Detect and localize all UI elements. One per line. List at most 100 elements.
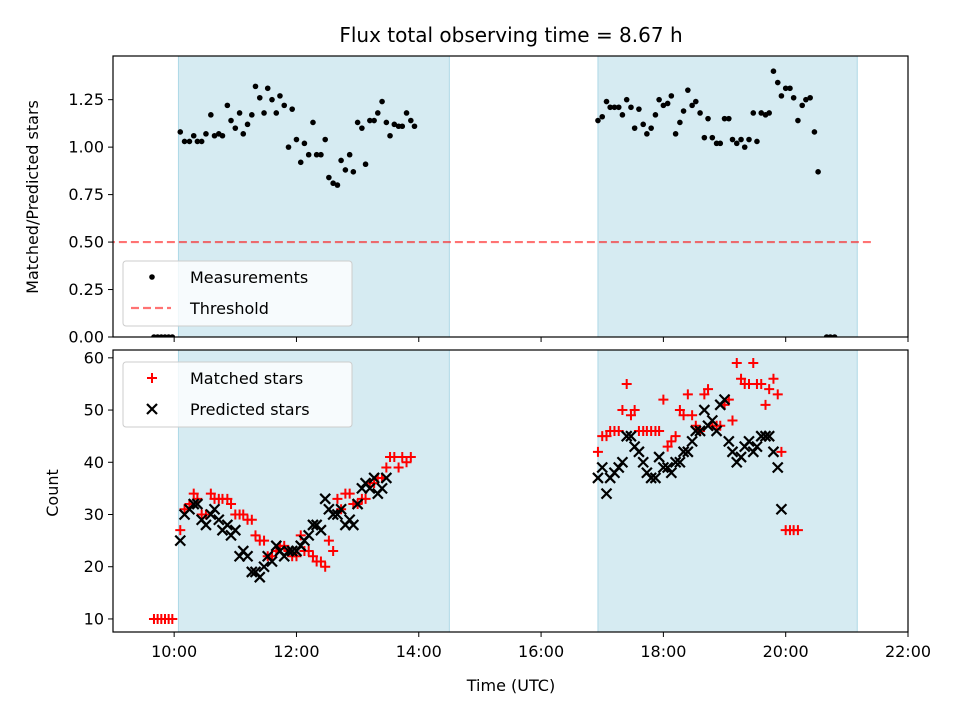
measurement-point	[697, 110, 703, 116]
matched-star-point	[731, 358, 742, 369]
predicted-star-point	[368, 472, 380, 484]
measurement-point	[374, 110, 381, 116]
measurement-point	[177, 129, 184, 135]
measurement-point	[208, 112, 214, 118]
measurement-point	[631, 125, 638, 131]
matched-star-point	[259, 535, 270, 546]
measurement-point	[190, 132, 197, 139]
matched-star-point	[666, 436, 677, 447]
predicted-star-point	[625, 430, 637, 442]
matched-star-point	[601, 431, 612, 442]
x-axis-label: Time (UTC)	[466, 676, 555, 695]
predicted-star-point	[600, 487, 613, 500]
measurement-point	[750, 110, 757, 116]
matched-star-point	[238, 509, 249, 520]
measurement-point	[623, 96, 630, 103]
y-tick-label: 60	[84, 348, 104, 367]
predicted-star-point	[347, 519, 360, 531]
predicted-star-point	[775, 503, 788, 516]
matched-star-point	[401, 457, 412, 468]
predicted-star-point	[637, 456, 649, 469]
matched-star-point	[670, 431, 681, 442]
measurement-point	[595, 117, 601, 124]
measurement-point	[607, 104, 613, 111]
predicted-star-point	[669, 456, 682, 469]
x-tick-label: 20:00	[763, 642, 809, 661]
predicted-star-point	[307, 519, 319, 531]
matched-star-point	[315, 556, 326, 567]
measurement-point	[648, 125, 654, 131]
predicted-star-point	[763, 430, 775, 442]
x-tick-label: 10:00	[151, 642, 197, 661]
matched-star-point	[222, 493, 233, 504]
predicted-star-point	[174, 534, 187, 547]
predicted-star-point	[767, 446, 780, 458]
measurement-point	[181, 138, 188, 145]
predicted-star-point	[649, 472, 662, 484]
measurement-point	[387, 132, 393, 139]
predicted-star-point	[665, 466, 678, 479]
measurement-point	[636, 106, 642, 112]
measurement-point	[640, 121, 647, 128]
measurement-point	[652, 112, 659, 118]
y-tick-label: 30	[84, 505, 104, 524]
predicted-star-point	[677, 446, 690, 458]
measurement-point	[689, 102, 695, 109]
chart-title: Flux total observing time = 8.67 h	[339, 23, 682, 47]
matched-star-point	[188, 488, 199, 499]
measurement-point	[354, 119, 361, 126]
measurement-point	[318, 151, 324, 158]
matched-star-point	[756, 378, 767, 389]
matched-star-point	[205, 488, 216, 499]
predicted-star-point	[690, 425, 702, 437]
measurement-point	[411, 123, 418, 130]
predicted-star-point	[302, 529, 315, 542]
measurement-point	[252, 83, 259, 90]
matched-star-point	[344, 488, 355, 499]
matched-star-point	[662, 441, 673, 452]
lower-y-axis-label: Count	[43, 469, 62, 517]
legend-entry-label: Matched stars	[190, 369, 303, 388]
predicted-star-point	[674, 456, 686, 469]
measurement-point	[770, 68, 777, 74]
measurement-point	[738, 136, 744, 143]
upper-y-axis-label: Matched/Predicted stars	[23, 100, 42, 294]
measurement-point	[310, 119, 316, 126]
measurement-point	[211, 132, 218, 139]
measurement-point	[228, 117, 234, 124]
predicted-star-point	[698, 404, 711, 416]
y-tick-label: 40	[84, 453, 104, 472]
measurement-point	[733, 140, 740, 147]
legend-1: Matched stars Predicted stars	[122, 361, 353, 428]
predicted-star-point	[706, 414, 719, 427]
predicted-star-point	[241, 550, 254, 563]
measurement-point	[399, 123, 406, 130]
matched-star-point	[226, 499, 237, 510]
measurement-point	[285, 144, 292, 150]
predicted-star-point	[759, 430, 772, 442]
measurement-point	[664, 100, 671, 107]
matched-star-point	[332, 493, 343, 504]
measurement-point	[338, 157, 344, 164]
measurement-point	[644, 131, 650, 137]
matched-star-point	[687, 410, 698, 421]
matched-star-point	[760, 399, 771, 410]
x-tick-label: 22:00	[885, 642, 931, 661]
matched-star-point	[246, 514, 257, 525]
x-tick-label: 16:00	[518, 642, 564, 661]
measurement-point	[790, 94, 797, 101]
matched-star-point	[307, 551, 318, 562]
predicted-star-point	[187, 498, 200, 510]
matched-star-point	[179, 504, 190, 515]
predicted-star-point	[208, 503, 221, 516]
matched-star-point	[678, 410, 689, 421]
matched-star-point	[674, 405, 685, 416]
y-tick-label: 0.25	[68, 280, 104, 299]
measurement-point	[782, 85, 789, 92]
measurement-point	[326, 174, 332, 181]
matched-star-point	[328, 546, 339, 557]
measurement-point	[611, 104, 618, 111]
x-tick-label: 12:00	[273, 642, 319, 661]
matched-star-point	[748, 358, 759, 369]
